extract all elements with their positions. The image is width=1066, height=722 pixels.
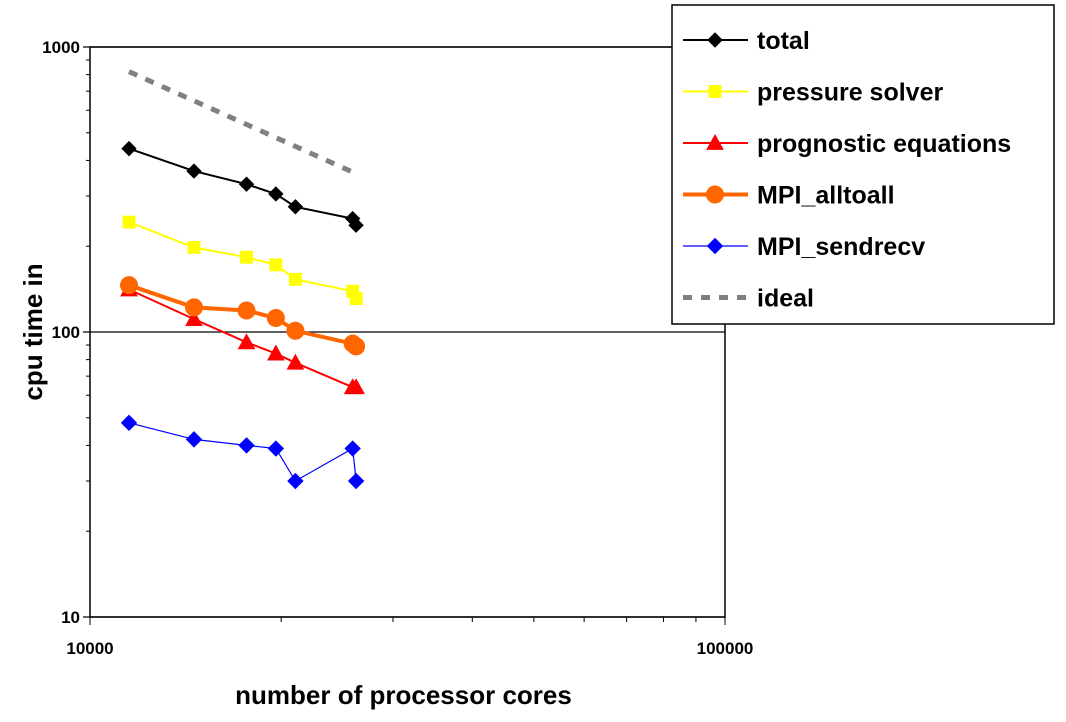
legend-item-prognostic-equations: prognostic equations	[683, 130, 1011, 158]
series-pressure-solver	[122, 215, 363, 306]
data-point	[288, 272, 302, 286]
series-mpi-alltoall	[120, 276, 366, 356]
data-point	[122, 215, 136, 229]
gridlines	[90, 46, 725, 618]
data-point	[120, 276, 139, 295]
data-point	[185, 431, 203, 448]
data-point	[267, 344, 285, 361]
legend-marker	[707, 32, 723, 48]
data-point	[286, 321, 305, 340]
y-tick-label: 1000	[42, 38, 80, 57]
data-point	[240, 250, 253, 264]
legend: total pressure solver prognostic equations…	[671, 4, 1055, 325]
legend-box	[671, 4, 1055, 325]
data-point	[237, 333, 256, 350]
x-axis-title: number of processor cores	[235, 680, 572, 710]
data-point	[348, 217, 364, 233]
x-tick-labels: 10000 100000	[66, 639, 753, 658]
series-line	[127, 69, 354, 175]
legend-marker	[706, 185, 724, 204]
series-line	[128, 422, 357, 482]
x-minor-ticks	[89, 617, 726, 625]
data-point	[121, 140, 137, 157]
data-point	[185, 310, 203, 326]
data-point	[269, 258, 283, 272]
y-axis-title: cpu time in	[18, 263, 48, 400]
y-tick-label: 100	[52, 323, 80, 342]
data-point	[267, 440, 285, 457]
data-point	[187, 241, 201, 254]
series-ideal	[127, 69, 354, 175]
series-prognostic-equations	[120, 280, 365, 395]
legend-label: MPI_sendrecv	[757, 233, 925, 261]
data-point	[238, 176, 255, 192]
legend-label: pressure solver	[757, 79, 943, 107]
legend-marker	[706, 133, 724, 150]
data-point	[347, 472, 365, 490]
data-point	[184, 298, 203, 317]
data-point	[347, 378, 365, 395]
data-point	[237, 301, 256, 320]
data-point	[344, 440, 361, 457]
data-point	[186, 163, 202, 179]
legend-label: MPI_alltoall	[757, 182, 895, 210]
legend-item-total: total	[683, 27, 810, 55]
y-tick-labels: 10 100 1000	[42, 38, 90, 627]
x-tick-label: 100000	[697, 639, 754, 658]
data-point	[286, 353, 305, 370]
data-point	[347, 337, 366, 356]
legend-label: total	[757, 27, 810, 55]
legend-item-ideal: ideal	[683, 285, 814, 313]
data-point	[287, 199, 304, 215]
legend-marker	[706, 237, 724, 255]
legend-item-mpi-alltoall: MPI_alltoall	[683, 182, 895, 210]
legend-item-mpi-sendrecv: MPI_sendrecv	[683, 233, 925, 261]
legend-item-pressure-solver: pressure solver	[683, 79, 943, 107]
legend-marker	[708, 85, 722, 98]
data-point	[120, 414, 138, 432]
series-mpi-sendrecv	[120, 414, 365, 490]
legend-label: prognostic equations	[757, 130, 1011, 158]
legend-label: ideal	[757, 285, 814, 313]
series-total	[121, 140, 364, 233]
data-point	[266, 308, 285, 327]
x-tick-label: 10000	[66, 639, 113, 658]
data-point	[268, 186, 284, 202]
data-point	[238, 437, 255, 454]
y-tick-label: 10	[61, 608, 80, 627]
series-group	[120, 69, 366, 490]
data-point	[349, 292, 363, 306]
data-point	[287, 472, 304, 490]
